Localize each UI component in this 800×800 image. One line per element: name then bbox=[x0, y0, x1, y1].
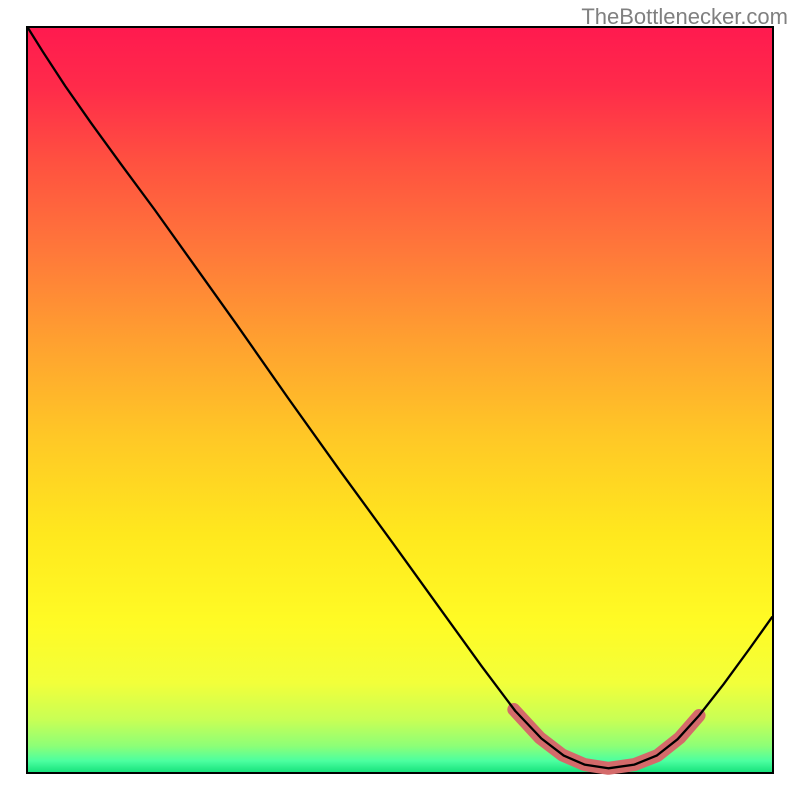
chart-plot-area bbox=[28, 28, 772, 772]
watermark-text: TheBottlenecker.com bbox=[581, 4, 788, 30]
chart-canvas: TheBottlenecker.com bbox=[0, 0, 800, 800]
